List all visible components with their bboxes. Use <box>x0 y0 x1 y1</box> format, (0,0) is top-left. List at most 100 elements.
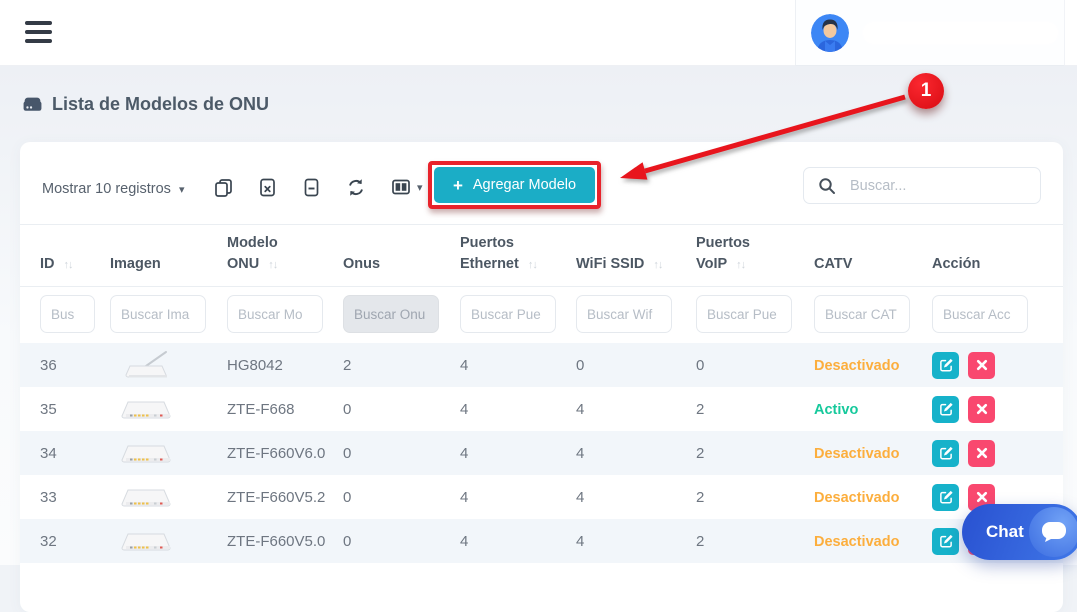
cell-onus: 0 <box>343 400 352 418</box>
sort-icon: ↑↓ <box>653 259 663 272</box>
table-body: 36 HG8042 2 4 0 0 Desactivado 35 <box>20 343 1063 564</box>
onu-models-table: ID ↑↓ Imagen Modelo ONU ↑↓ Onus Puertos Et… <box>20 223 1063 564</box>
excel-export-button[interactable] <box>258 178 277 197</box>
search-icon <box>819 177 835 194</box>
filter-input-voip[interactable] <box>696 295 792 334</box>
onu-image <box>116 350 176 380</box>
edit-button[interactable] <box>932 439 959 467</box>
cell-onus: 0 <box>343 488 352 506</box>
page-title: Lista de Modelos de ONU <box>22 94 269 115</box>
column-header-puertos-voip[interactable]: Puertos VoIP ↑↓ <box>696 223 814 288</box>
table-row: 36 HG8042 2 4 0 0 Desactivado <box>20 343 1063 388</box>
column-header-modelo-onu[interactable]: Modelo ONU ↑↓ <box>227 223 343 288</box>
file-icon <box>304 178 319 196</box>
edit-button[interactable] <box>932 527 959 555</box>
file-export-button[interactable] <box>302 178 321 197</box>
cell-puertos-ethernet: 4 <box>460 488 469 506</box>
cell-wifi-ssid: 0 <box>576 356 585 374</box>
cell-wifi-ssid: 4 <box>576 532 585 550</box>
edit-button[interactable] <box>932 395 959 423</box>
column-header-imagen: Imagen <box>110 223 227 288</box>
column-visibility-button[interactable]: ▾ <box>391 178 423 196</box>
user-name-redacted <box>863 21 1058 44</box>
close-icon <box>976 491 987 503</box>
cell-puertos-voip: 2 <box>696 532 705 550</box>
onu-models-card: Mostrar 10 registros ▾ <box>20 142 1063 612</box>
column-header-accion: Acción <box>932 223 1063 288</box>
filter-input-accion[interactable] <box>932 295 1028 334</box>
column-header-id[interactable]: ID ↑↓ <box>20 223 110 288</box>
filter-input-imagen[interactable] <box>110 295 206 334</box>
cell-puertos-ethernet: 4 <box>460 444 469 462</box>
delete-button[interactable] <box>968 351 996 379</box>
cell-actions <box>932 343 1063 387</box>
column-header-catv: CATV <box>814 223 932 288</box>
filter-input-modelo[interactable] <box>227 295 323 334</box>
chat-launcher-button[interactable]: Chat <box>962 504 1077 560</box>
onu-image <box>116 394 176 424</box>
chat-bubble-circle <box>1029 507 1077 557</box>
cell-catv: Desactivado <box>814 475 932 519</box>
table-toolbar: Mostrar 10 registros ▾ <box>20 142 1063 224</box>
add-model-label: Agregar Modelo <box>472 177 577 193</box>
delete-button[interactable] <box>968 395 996 423</box>
cell-imagen <box>110 519 227 563</box>
search-input[interactable] <box>848 176 1008 195</box>
onu-image <box>116 482 176 512</box>
cell-modelo-onu: HG8042 <box>227 356 283 374</box>
cell-modelo-onu: ZTE-F668 <box>227 400 295 418</box>
sort-icon: ↑↓ <box>63 259 74 272</box>
cell-puertos-voip: 0 <box>696 356 705 374</box>
plus-icon: + <box>452 175 463 195</box>
annotation-step-badge: 1 <box>908 73 944 109</box>
cell-onus: 2 <box>343 356 352 374</box>
global-search <box>803 167 1041 204</box>
chevron-down-icon: ▾ <box>178 183 185 196</box>
table-row: 33 ZTE-F660V5.2 0 4 4 2 Desactivado <box>20 475 1063 519</box>
copy-button[interactable] <box>214 178 233 197</box>
filter-input-wifi[interactable] <box>576 295 672 334</box>
cell-catv: Desactivado <box>814 343 932 387</box>
hamburger-menu-icon[interactable] <box>25 21 52 43</box>
cell-onus: 0 <box>343 532 352 550</box>
cell-wifi-ssid: 4 <box>576 400 585 418</box>
sort-icon: ↑↓ <box>268 259 278 272</box>
cell-puertos-voip: 2 <box>696 444 705 462</box>
page-length-select[interactable]: Mostrar 10 registros ▾ <box>42 172 184 206</box>
sort-icon: ↑↓ <box>736 259 746 272</box>
cell-imagen <box>110 475 227 519</box>
column-header-wifi-ssid[interactable]: WiFi SSID ↑↓ <box>576 223 696 288</box>
excel-icon <box>260 178 275 196</box>
user-avatar[interactable] <box>811 13 849 52</box>
annotation-highlight-box: + Agregar Modelo <box>428 161 601 209</box>
cell-actions <box>932 387 1063 431</box>
close-icon <box>976 447 987 459</box>
column-header-puertos-ethernet[interactable]: Puertos Ethernet ↑↓ <box>460 223 576 288</box>
refresh-button[interactable] <box>346 178 366 197</box>
cell-id: 36 <box>40 356 57 374</box>
filter-input-onus[interactable] <box>343 295 439 334</box>
filter-input-id[interactable] <box>40 295 95 334</box>
cell-actions <box>932 475 1063 519</box>
chat-label: Chat <box>986 522 1024 541</box>
catv-status-text: Desactivado <box>814 357 900 374</box>
edit-button[interactable] <box>932 483 959 511</box>
user-menu[interactable] <box>795 0 1065 66</box>
top-navbar <box>0 0 1077 66</box>
page-title-text: Lista de Modelos de ONU <box>52 94 270 114</box>
edit-pencil-icon <box>939 402 953 416</box>
cell-puertos-ethernet: 4 <box>460 400 469 418</box>
catv-status-text: Desactivado <box>814 445 900 462</box>
cell-puertos-voip: 2 <box>696 400 705 418</box>
table-row: 32 ZTE-F660V5.0 0 4 4 2 Desactivado <box>20 519 1063 564</box>
cell-id: 35 <box>40 400 57 418</box>
chevron-down-icon: ▾ <box>417 181 423 194</box>
filter-row <box>20 287 1063 344</box>
add-model-button[interactable]: + Agregar Modelo <box>434 167 595 203</box>
filter-input-ethernet[interactable] <box>460 295 556 334</box>
catv-status-text: Desactivado <box>814 533 900 550</box>
filter-input-catv[interactable] <box>814 295 910 334</box>
column-header-onus: Onus <box>343 223 460 288</box>
edit-button[interactable] <box>932 351 959 379</box>
delete-button[interactable] <box>968 439 996 467</box>
